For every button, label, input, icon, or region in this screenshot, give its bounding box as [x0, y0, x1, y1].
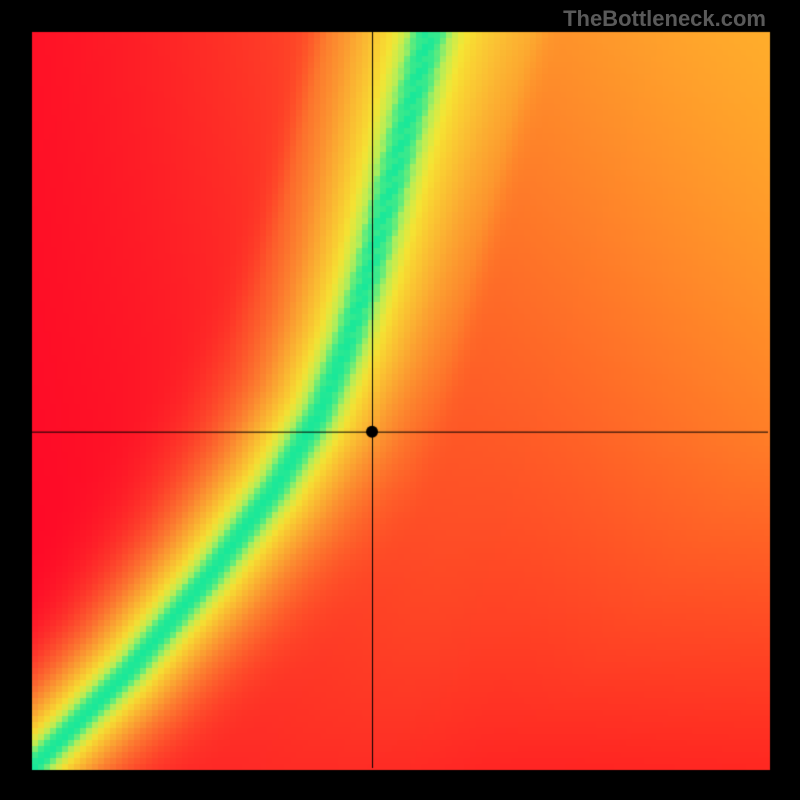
heatmap-canvas [0, 0, 800, 800]
chart-container: { "meta": { "source_watermark": "TheBott… [0, 0, 800, 800]
